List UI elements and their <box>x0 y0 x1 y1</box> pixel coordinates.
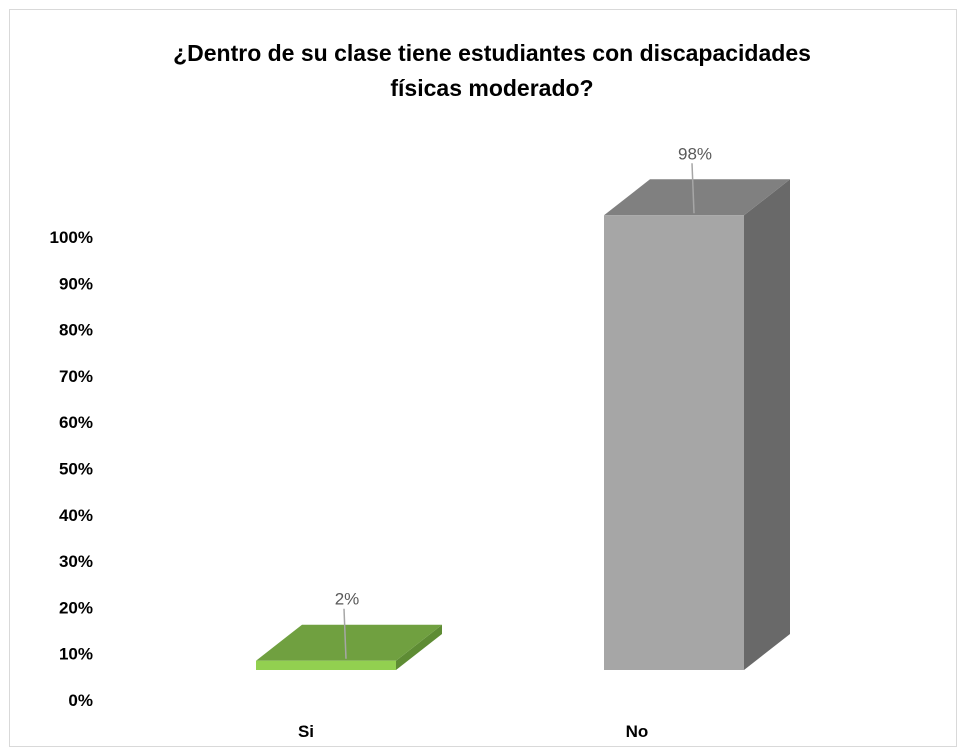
y-tick-label: 40% <box>59 506 93 525</box>
y-tick-label: 50% <box>59 460 93 479</box>
y-axis: 0% 10% 20% 30% 40% 50% 60% 70% 80% 90% 100% <box>50 228 93 710</box>
y-tick-label: 60% <box>59 413 93 432</box>
bar-side-face <box>744 179 790 670</box>
x-category-label: No <box>626 722 649 741</box>
y-tick-label: 20% <box>59 598 93 617</box>
y-tick-label: 0% <box>68 691 93 710</box>
bar-top-face <box>604 179 790 216</box>
bar-front-face <box>256 660 396 670</box>
bar-side-face <box>396 624 442 670</box>
x-axis: Si No <box>298 722 648 741</box>
data-label: 98% <box>678 144 712 163</box>
y-tick-label: 90% <box>59 274 93 293</box>
bars: 2% 98% <box>256 144 790 670</box>
data-label: 2% <box>335 590 360 609</box>
y-tick-label: 100% <box>50 228 93 247</box>
data-label-leader <box>343 608 347 659</box>
bar-no: 98% <box>604 144 790 670</box>
y-tick-label: 80% <box>59 321 93 340</box>
y-tick-label: 70% <box>59 367 93 386</box>
bar-si: 2% <box>256 590 442 670</box>
x-category-label: Si <box>298 722 314 741</box>
bar-front-face <box>604 215 744 670</box>
chart-title-line-1: ¿Dentro de su clase tiene estudiantes co… <box>173 40 811 66</box>
data-label-leader <box>691 163 695 214</box>
y-tick-label: 10% <box>59 645 93 664</box>
bar-top-face <box>256 624 442 661</box>
y-tick-label: 30% <box>59 552 93 571</box>
chart-frame <box>9 9 957 747</box>
chart-title-line-2: físicas moderado? <box>390 75 593 101</box>
